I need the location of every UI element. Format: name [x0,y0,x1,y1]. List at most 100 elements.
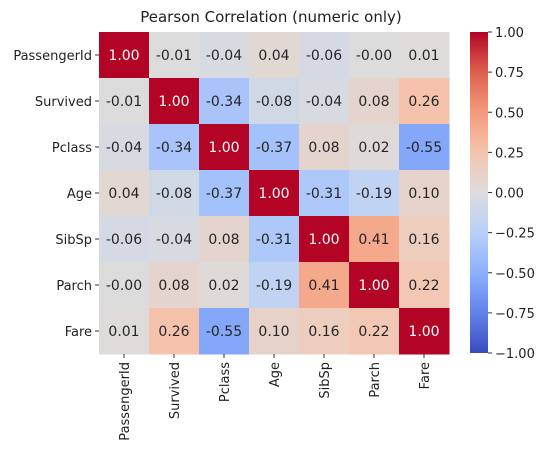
heatmap-cell [399,32,450,79]
colorbar-tick-label: −0.25 [495,227,535,242]
x-tick-label: Parch [368,362,383,398]
heatmap-cell [249,124,300,171]
cell-value-label: 0.04 [258,48,289,64]
cell-value-label: 1.00 [408,324,439,340]
heatmap-cell [249,216,300,263]
heatmap-cell [99,262,150,309]
heatmap-cells [99,32,450,355]
chart-title: Pearson Correlation (numeric only) [140,8,401,26]
cell-value-label: -0.08 [156,186,192,202]
heatmap-cell [199,262,250,309]
y-axis-tick-labels: PassengerId Survived Pclass Age SibSp Parch Fa… [13,49,99,340]
cell-value-label: 1.00 [258,186,289,202]
cell-value-label: 0.02 [208,278,239,294]
heatmap-cell [199,216,250,263]
x-tick-label: Fare [418,362,433,389]
heatmap-cell [349,262,400,309]
heatmap-cell [249,78,300,125]
colorbar-tick-label: −0.75 [495,307,535,322]
cell-value-label: -0.55 [406,140,442,156]
cell-value-label: 0.26 [158,324,189,340]
cell-value-label: 0.22 [358,324,389,340]
heatmap-cell [199,308,250,355]
heatmap-cell [399,308,450,355]
heatmap-cell [399,124,450,171]
cell-value-label: 0.16 [408,232,439,248]
heatmap-cell [99,32,150,79]
heatmap-cell [99,78,150,125]
heatmap-cell [349,170,400,217]
cell-value-label: -0.00 [356,48,392,64]
y-tick-label: Fare [65,325,92,340]
heatmap-cell [399,262,450,309]
x-tick-label: PassengerId [118,362,133,441]
y-tick-label: PassengerId [13,49,92,64]
heatmap-cell [299,170,350,217]
heatmap-cell [149,262,200,309]
cell-value-label: -0.19 [256,278,292,294]
colorbar-tick-label: 1.00 [495,26,524,41]
cell-value-label: 1.00 [208,140,239,156]
heatmap-cell [249,32,300,79]
y-tick-label: Pclass [52,141,92,156]
cell-value-label: 0.04 [108,186,139,202]
heatmap-cell [149,32,200,79]
heatmap-cell [249,170,300,217]
cell-value-label: 1.00 [308,232,339,248]
y-tick-label: Age [67,187,92,202]
y-tick-label: Survived [35,95,92,110]
colorbar-tick-label: −0.50 [495,267,535,282]
x-tick-label: Survived [168,362,183,419]
heatmap-cell [349,308,400,355]
heatmap-cell [149,78,200,125]
heatmap-cell [349,124,400,171]
heatmap-cell [299,262,350,309]
cell-value-label: 0.41 [308,278,339,294]
heatmap-cell-labels: 1.00 -0.01 -0.04 0.04 -0.06 -0.00 0.01 -0.01 1.0… [106,48,442,340]
colorbar-tick-labels: 1.00 0.75 0.50 0.25 0.00 −0.25 −0.50 −0.75 −1.00 [488,26,535,362]
cell-value-label: -0.31 [256,232,292,248]
cell-value-label: 0.08 [308,140,339,156]
cell-value-label: 0.08 [158,278,189,294]
heatmap-cell [99,170,150,217]
colorbar [470,32,488,353]
heatmap-cell [199,124,250,171]
heatmap-cell [299,308,350,355]
cell-value-label: -0.37 [256,140,292,156]
y-tick-label: SibSp [55,233,92,248]
cell-value-label: -0.04 [306,94,342,110]
colorbar-tick-label: 0.50 [495,106,524,121]
heatmap-cell [349,78,400,125]
heatmap-cell [399,78,450,125]
cell-value-label: 1.00 [358,278,389,294]
heatmap-cell [299,32,350,79]
cell-value-label: -0.34 [156,140,192,156]
cell-value-label: 0.01 [108,324,139,340]
cell-value-label: 0.08 [208,232,239,248]
heatmap-cell [349,216,400,263]
cell-value-label: -0.55 [206,324,242,340]
heatmap-cell [149,124,200,171]
cell-value-label: -0.37 [206,186,242,202]
heatmap-cell [199,32,250,79]
heatmap-cell [99,216,150,263]
cell-value-label: -0.31 [306,186,342,202]
heatmap-cell [399,216,450,263]
colorbar-tick-label: −1.00 [495,347,535,362]
heatmap-cell [149,308,200,355]
cell-value-label: 0.01 [408,48,439,64]
cell-value-label: -0.08 [256,94,292,110]
cell-value-label: 1.00 [108,48,139,64]
heatmap-cell [99,308,150,355]
cell-value-label: -0.06 [106,232,142,248]
x-tick-label: SibSp [318,362,333,399]
cell-value-label: -0.19 [356,186,392,202]
heatmap-cell [99,124,150,171]
heatmap-cell [149,216,200,263]
heatmap-cell [399,170,450,217]
x-axis-tick-labels: PassengerId Survived Pclass Age SibSp Parch Fa… [118,354,433,441]
cell-value-label: -0.04 [206,48,242,64]
cell-value-label: 0.16 [308,324,339,340]
heatmap-cell [299,78,350,125]
